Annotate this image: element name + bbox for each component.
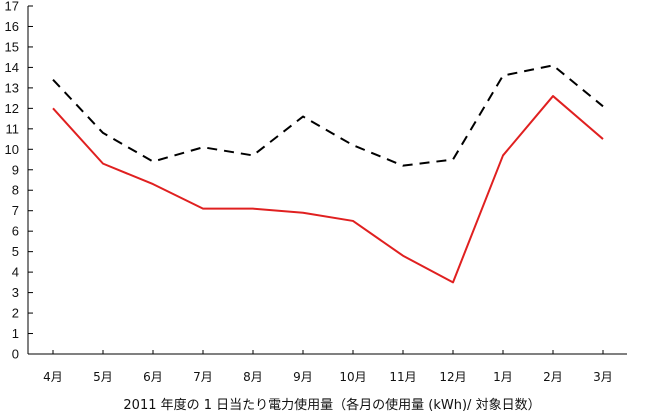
x-tick-label: 8月 [243,370,263,384]
series-lines [52,64,604,284]
x-axis-label: 2011 年度の 1 日当たり電力使用量（各月の使用量 (kWh)/ 対象日数） [123,397,540,413]
y-tick-label: 1 [12,326,19,341]
y-tick-label: 0 [12,347,19,362]
y-tick-label: 2 [12,306,19,321]
axes [27,6,627,355]
y-tick-label: 11 [6,121,20,136]
y-tick-label: 10 [5,142,19,157]
x-tick-label: 1月 [493,370,513,384]
y-tick-label: 5 [12,244,19,259]
x-tick-label: 2月 [543,370,563,384]
x-tick-label: 3月 [593,370,613,384]
x-tick-label: 9月 [293,370,313,384]
y-tick-label: 6 [12,224,19,239]
series-line-0 [52,64,604,167]
y-tick-label: 14 [5,60,19,75]
y-tick-label: 4 [12,265,19,280]
y-tick-label: 12 [5,101,19,116]
x-tick-label: 5月 [93,370,113,384]
series-line-1 [52,95,604,284]
y-tick-label: 16 [5,19,19,34]
x-ticks: 4月 5月 6月 7月 8月 9月 10月 11月 12月 1月 2月 3月 [43,350,613,384]
x-tick-label: 11月 [389,370,416,384]
x-tick-label: 6月 [143,370,163,384]
x-tick-label: 7月 [193,370,213,384]
y-tick-label: 3 [12,285,19,300]
x-tick-label: 12月 [439,370,466,384]
x-tick-label: 4月 [43,370,63,384]
y-tick-label: 13 [5,80,19,95]
y-tick-label: 8 [12,183,19,198]
y-tick-label: 17 [5,0,19,14]
y-tick-label: 7 [12,203,19,218]
y-tick-label: 15 [5,39,19,54]
x-tick-label: 10月 [339,370,366,384]
y-tick-label: 9 [12,162,19,177]
